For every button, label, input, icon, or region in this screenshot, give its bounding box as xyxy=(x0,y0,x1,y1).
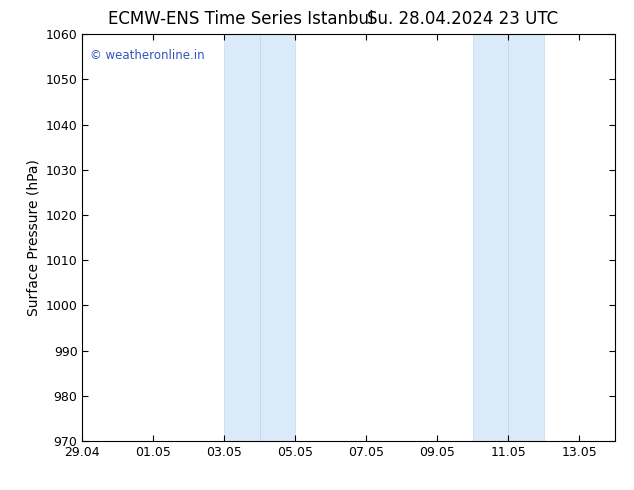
Text: Su. 28.04.2024 23 UTC: Su. 28.04.2024 23 UTC xyxy=(367,10,559,28)
Bar xyxy=(260,34,295,441)
Bar xyxy=(473,34,508,441)
Text: ECMW-ENS Time Series Istanbul: ECMW-ENS Time Series Istanbul xyxy=(108,10,373,28)
Y-axis label: Surface Pressure (hPa): Surface Pressure (hPa) xyxy=(26,159,40,316)
Text: © weatheronline.in: © weatheronline.in xyxy=(91,49,205,62)
Bar xyxy=(508,34,544,441)
Bar xyxy=(224,34,260,441)
